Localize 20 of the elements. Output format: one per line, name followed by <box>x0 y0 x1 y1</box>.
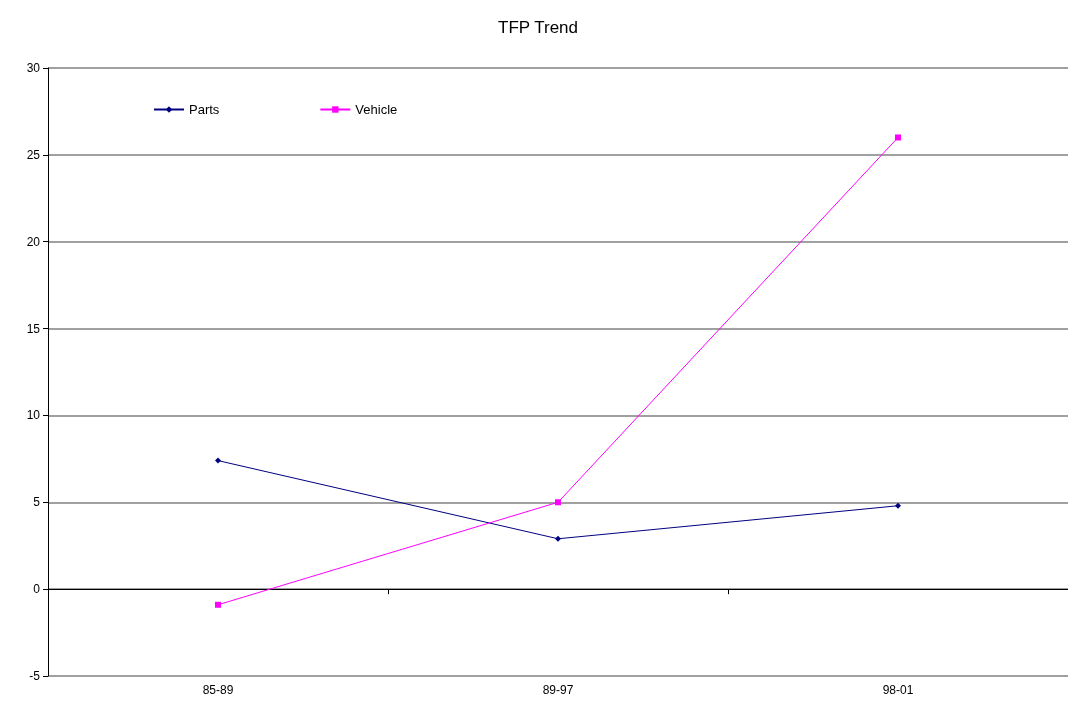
legend-label: Vehicle <box>355 102 398 117</box>
point <box>555 535 561 542</box>
point <box>555 499 561 506</box>
y-tick-label: 25 <box>26 147 41 162</box>
point <box>895 502 901 509</box>
y-tick-label: 0 <box>33 582 41 597</box>
point <box>215 601 221 608</box>
y-tick-label: 15 <box>26 321 41 336</box>
point <box>215 457 221 464</box>
point <box>895 134 901 141</box>
y-tick-label: 20 <box>26 234 41 249</box>
x-tick-label: 85-89 <box>202 683 234 697</box>
x-tick-label: 89-97 <box>542 683 574 697</box>
legend-label: Parts <box>189 102 220 117</box>
y-tick-label: 30 <box>26 61 41 75</box>
x-tick-label: 98-01 <box>882 683 914 697</box>
y-tick-label: 10 <box>26 408 41 423</box>
y-tick-label: -5 <box>29 669 41 683</box>
y-tick-label: 5 <box>33 495 41 510</box>
chart-title: TFP Trend <box>498 18 578 37</box>
